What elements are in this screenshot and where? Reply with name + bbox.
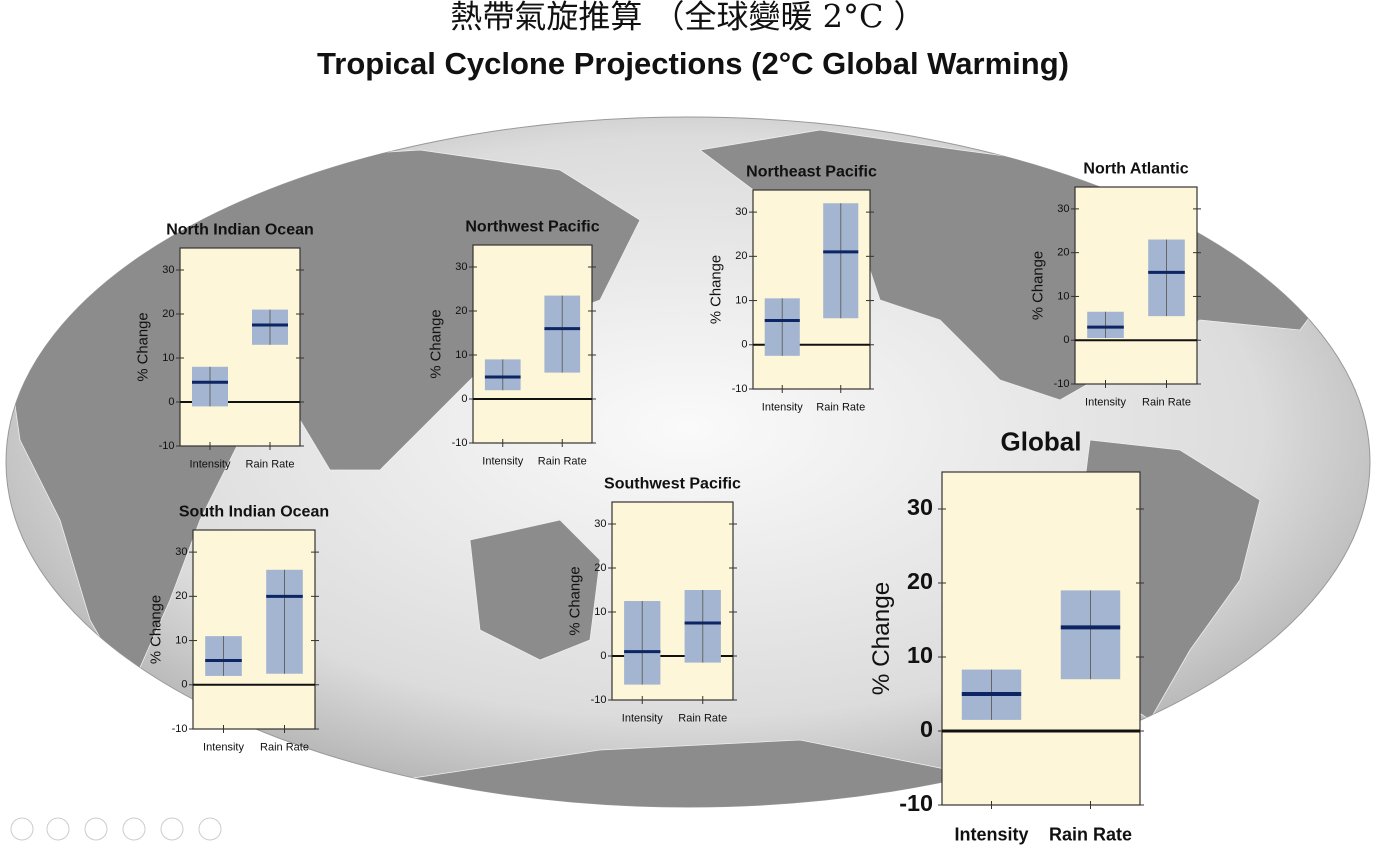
y-tick-label: 10 bbox=[455, 349, 467, 361]
y-tick-label: 20 bbox=[1057, 247, 1069, 259]
y-tick-label: -10 bbox=[732, 383, 748, 395]
box-chart: North Atlantic % Change -10 0 10 20 30 Intensit… bbox=[1031, 161, 1201, 409]
y-tick-label: 10 bbox=[907, 642, 933, 668]
box-chart: Northwest Pacific % Change -10 0 10 20 30 Inten… bbox=[429, 219, 600, 468]
box-chart: Northeast Pacific % Change -10 0 10 20 30 Inten… bbox=[709, 164, 877, 414]
x-tick-label: Intensity bbox=[762, 402, 803, 414]
chart-title: North Indian Ocean bbox=[166, 222, 314, 239]
x-tick-label: Rain Rate bbox=[538, 456, 587, 468]
y-tick-label: -10 bbox=[172, 723, 188, 735]
y-tick-label: 20 bbox=[455, 305, 467, 317]
x-tick-label: Intensity bbox=[482, 456, 523, 468]
chart-title: North Atlantic bbox=[1083, 161, 1188, 178]
title-zh: 熱帶氣旋推算 （全球變暖 2°C ） bbox=[450, 0, 925, 36]
y-axis-label: % Change bbox=[1031, 251, 1047, 320]
x-tick-label: Rain Rate bbox=[260, 742, 309, 754]
x-tick-label: Rain Rate bbox=[816, 402, 865, 414]
chart-title: Northwest Pacific bbox=[465, 219, 599, 236]
y-tick-label: 10 bbox=[594, 606, 606, 618]
y-tick-label: -10 bbox=[452, 437, 468, 449]
y-tick-label: 30 bbox=[455, 261, 467, 273]
chart-title: Southwest Pacific bbox=[604, 476, 741, 493]
y-tick-label: 10 bbox=[175, 634, 187, 646]
y-tick-label: 10 bbox=[1057, 290, 1069, 302]
x-tick-label: Intensity bbox=[203, 742, 244, 754]
chart-title: Global bbox=[1001, 426, 1082, 456]
y-tick-label: 0 bbox=[461, 393, 467, 405]
x-tick-label: Intensity bbox=[622, 713, 663, 725]
y-tick-label: 0 bbox=[741, 339, 747, 351]
plot-area bbox=[179, 247, 301, 447]
y-axis-label: % Change bbox=[568, 566, 584, 635]
x-tick-label: Intensity bbox=[954, 824, 1028, 844]
y-tick-label: 20 bbox=[735, 250, 747, 262]
chart-title: Northeast Pacific bbox=[746, 164, 877, 181]
slide-controls bbox=[10, 817, 222, 841]
y-tick-label: 30 bbox=[907, 494, 933, 520]
y-axis-label: % Change bbox=[136, 312, 152, 381]
y-tick-label: 30 bbox=[1057, 203, 1069, 215]
x-tick-label: Rain Rate bbox=[1049, 824, 1132, 844]
y-tick-label: 30 bbox=[735, 206, 747, 218]
chart-title: South Indian Ocean bbox=[179, 504, 329, 521]
box-chart: South Indian Ocean % Change -10 0 10 20 30 Inte… bbox=[149, 504, 329, 754]
y-axis-label: % Change bbox=[709, 255, 725, 324]
x-tick-label: Intensity bbox=[190, 459, 231, 471]
y-tick-label: 0 bbox=[181, 679, 187, 691]
x-tick-label: Rain Rate bbox=[678, 713, 727, 725]
y-tick-label: 0 bbox=[600, 650, 606, 662]
y-tick-label: 0 bbox=[168, 396, 174, 408]
y-tick-label: -10 bbox=[591, 694, 607, 706]
y-tick-label: -10 bbox=[159, 440, 175, 452]
y-tick-label: 20 bbox=[175, 590, 187, 602]
title-en: Tropical Cyclone Projections (2°C Global… bbox=[317, 46, 1069, 81]
y-tick-label: -10 bbox=[899, 790, 933, 816]
y-tick-label: 20 bbox=[162, 308, 174, 320]
y-tick-label: 0 bbox=[1063, 334, 1069, 346]
x-tick-label: Intensity bbox=[1085, 397, 1126, 409]
y-tick-label: 0 bbox=[920, 716, 933, 742]
world-map bbox=[5, 116, 1371, 808]
y-tick-label: 30 bbox=[594, 518, 606, 530]
y-tick-label: 30 bbox=[175, 546, 187, 558]
box-chart: Global % Change -10 0 10 20 30 Intensity Rain Ra… bbox=[868, 426, 1144, 844]
y-tick-label: 20 bbox=[594, 562, 606, 574]
x-tick-label: Rain Rate bbox=[246, 459, 295, 471]
y-axis-label: % Change bbox=[429, 309, 445, 378]
box-chart: Southwest Pacific % Change -10 0 10 20 30 Inten… bbox=[568, 476, 741, 725]
y-tick-label: 20 bbox=[907, 568, 933, 594]
y-tick-label: 30 bbox=[162, 264, 174, 276]
x-tick-label: Rain Rate bbox=[1142, 397, 1191, 409]
box-chart: North Indian Ocean % Change -10 0 10 20 30 Inte… bbox=[136, 222, 314, 471]
y-tick-label: 10 bbox=[162, 352, 174, 364]
y-tick-label: -10 bbox=[1054, 378, 1070, 390]
y-axis-label: % Change bbox=[149, 595, 165, 664]
y-axis-label: % Change bbox=[868, 582, 895, 695]
y-tick-label: 10 bbox=[735, 294, 747, 306]
